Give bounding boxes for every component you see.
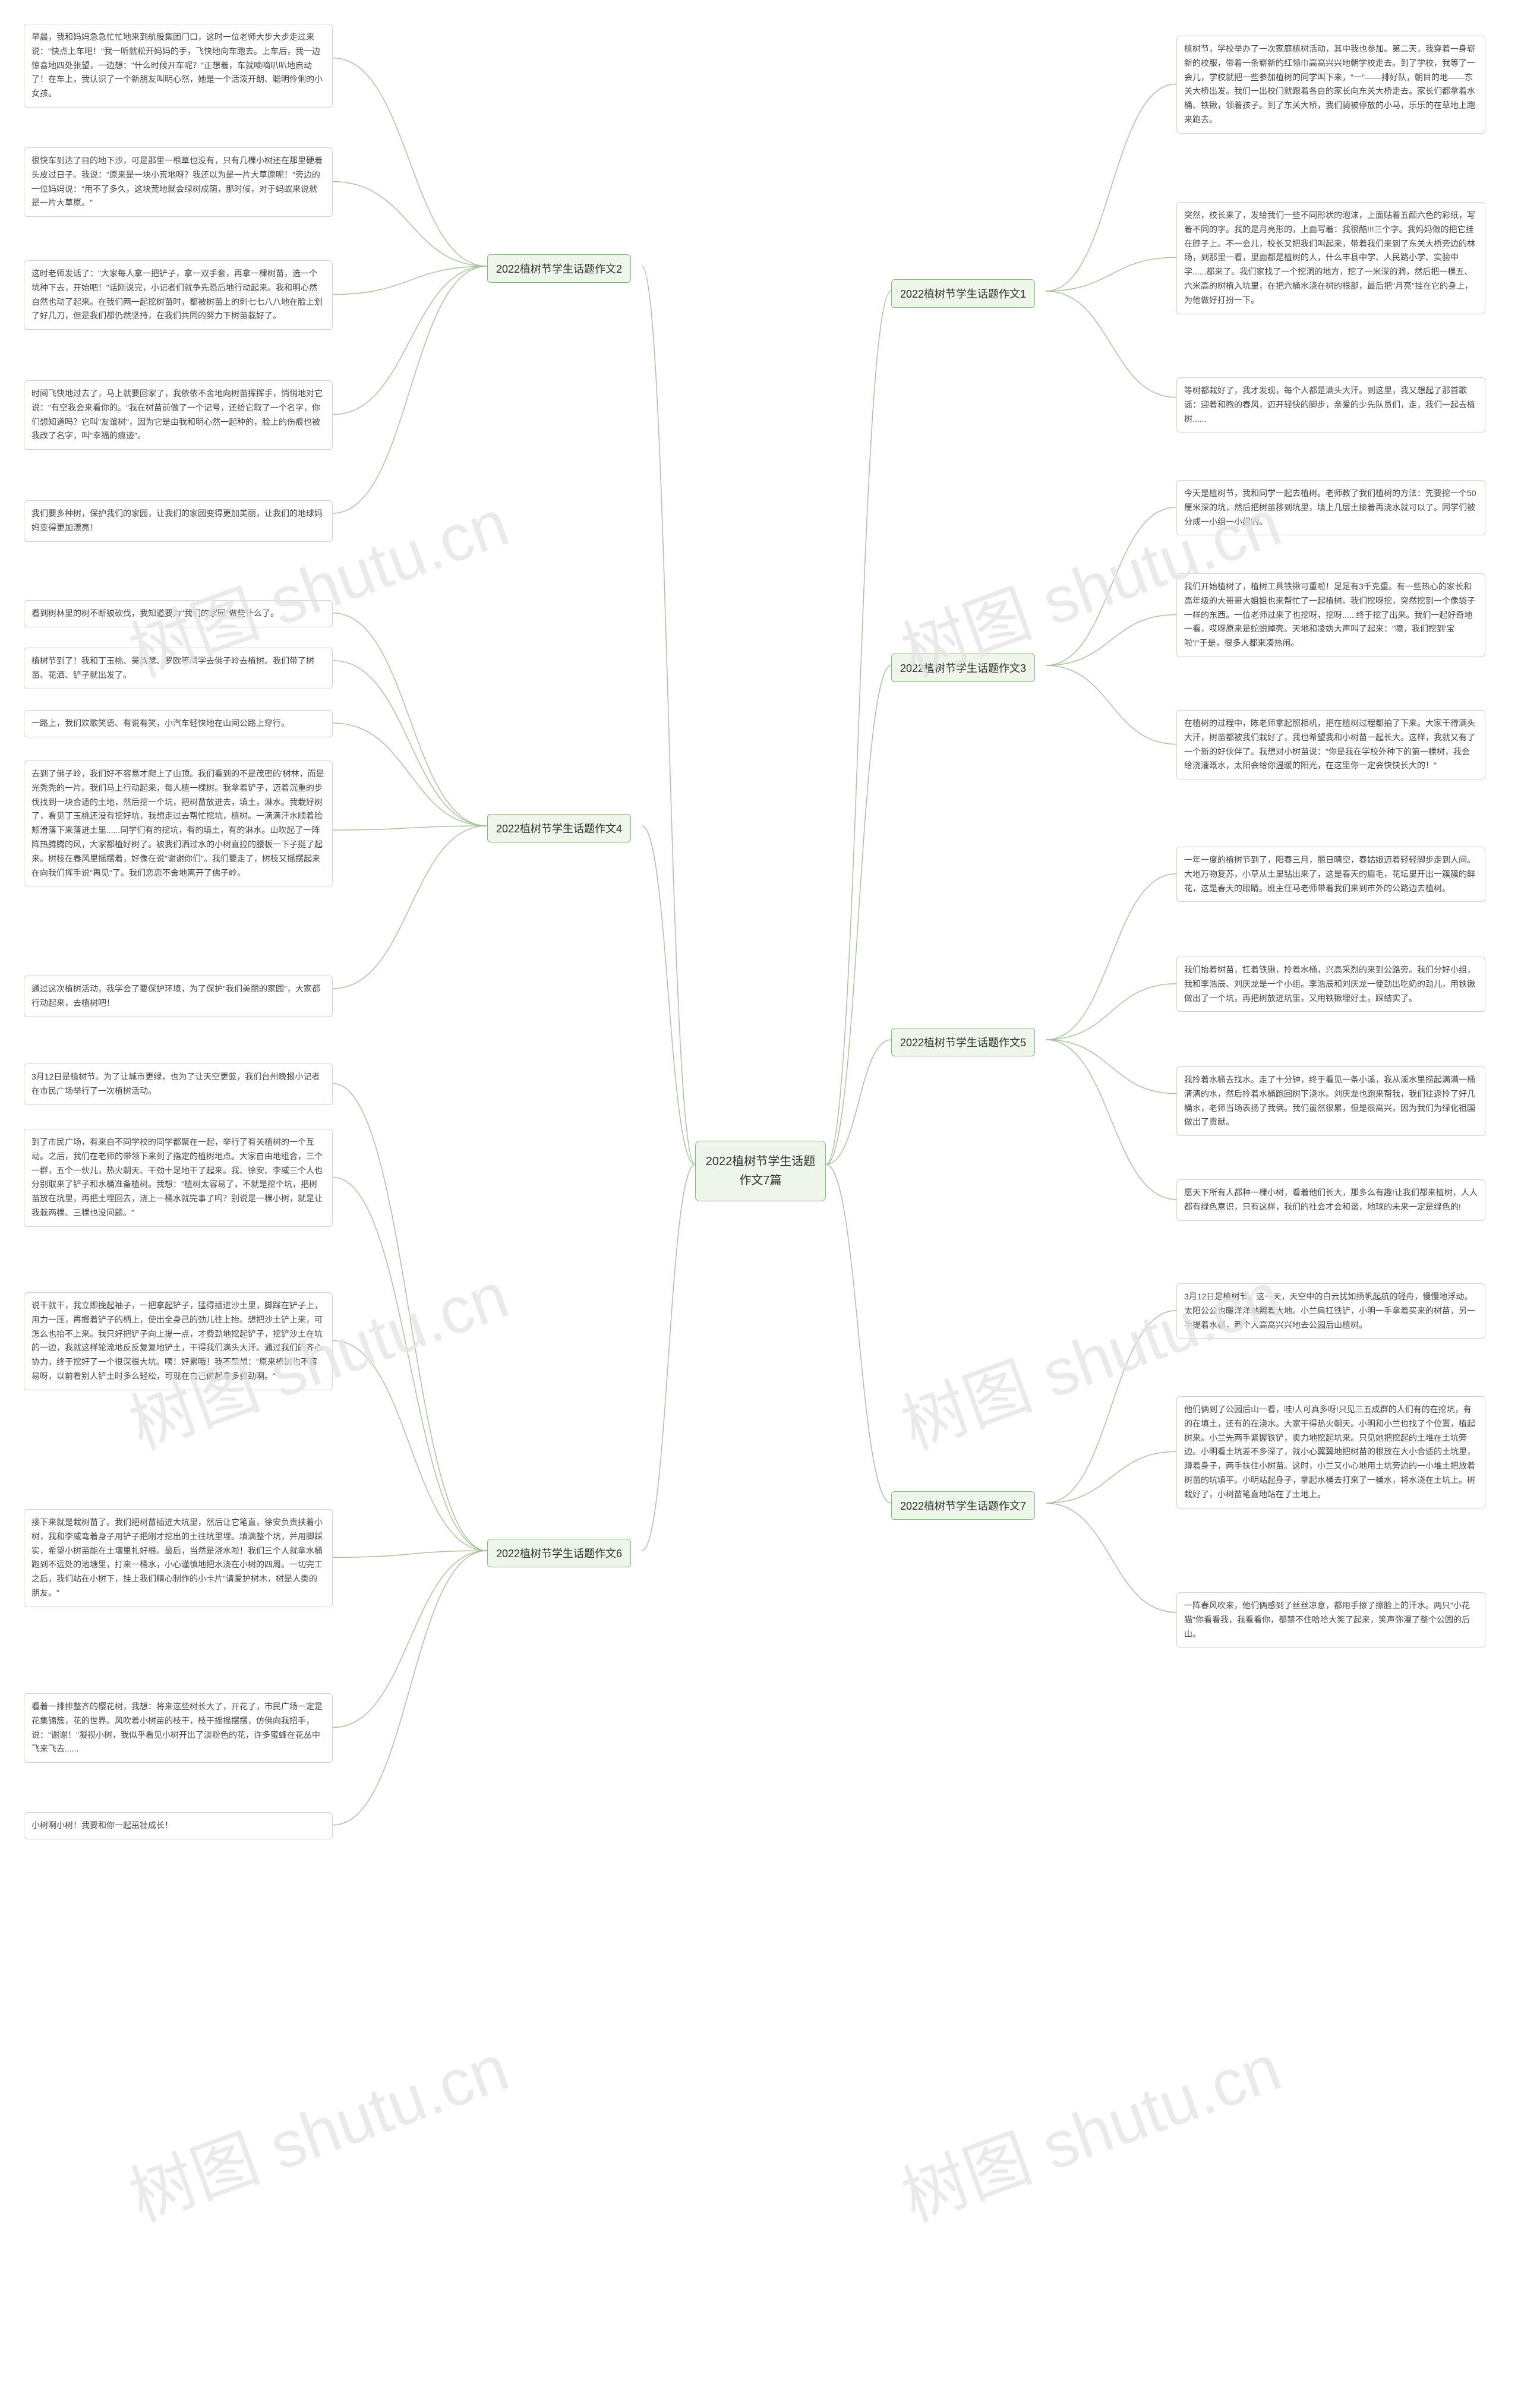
leaf-node: 时间飞快地过去了，马上就要回家了，我依依不舍地向树苗挥挥手，悄悄地对它说："有空… (24, 380, 333, 450)
leaf-node: 3月12日是植树节。为了让城市更绿，也为了让天空更蓝，我们台州晚报小记者在市民广… (24, 1063, 333, 1105)
leaf-node: 3月12日是植树节。这一天，天空中的白云犹如扬帆起航的轻舟，慢慢地浮动。太阳公公… (1176, 1283, 1485, 1339)
leaf-node: 植树节到了！我和丁玉桃、吴韵瑟、罗欧等同学去佛子岭去植树。我们带了树苗、花洒、铲… (24, 648, 333, 689)
root-text: 2022植树节学生话题作文7篇 (706, 1155, 816, 1187)
leaf-node: 我们要多种树，保护我们的家园，让我们的家园变得更加美丽，让我们的地球妈妈变得更加… (24, 500, 333, 542)
leaf-node: 去到了佛子岭，我们好不容易才爬上了山顶。我们看到的不是茂密的'树林，而是光秃秃的… (24, 760, 333, 886)
leaf-node: 我们开始植树了，植树工具铁锹可重啦！足足有3千克重。有一些热心的家长和高年级的大… (1176, 573, 1485, 657)
watermark: 树图 shutu.cn (115, 2015, 519, 2239)
leaf-node: 通过这次植树活动，我学会了要保护环境，为了保护"我们美丽的家园"，大家都行动起来… (24, 976, 333, 1017)
leaf-node: 等树都栽好了，我才发现，每个人都是满头大汗。到这里，我又想起了那首歌谣：迎着和煦… (1176, 377, 1485, 433)
branch-node: 2022植树节学生话题作文6 (487, 1539, 631, 1567)
leaf-node: 他们俩到了公园后山一看，哇!人可真多呀!只见三五成群的人们有的在挖坑，有的在填土… (1176, 1396, 1485, 1508)
leaf-node: 很快车到达了目的地下沙，可是那里一根草也没有，只有几棵小树还在那里硬着头皮过日子… (24, 147, 333, 217)
leaf-node: 我拎着水桶去找水。走了十分钟，终于看见一条小溪，我从溪水里捞起满满一桶清清的水，… (1176, 1066, 1485, 1136)
leaf-node: 一年一度的植树节到了，阳春三月，丽日晴空，春姑娘迈着轻轻脚步走到人间。大地万物复… (1176, 847, 1485, 902)
watermark: 树图 shutu.cn (887, 2015, 1292, 2239)
leaf-node: 看着一排排整齐的樱花树，我想：将来这些树长大了，开花了，市民广场一定是花集锦簇，… (24, 1693, 333, 1763)
leaf-node: 说干就干，我立即挽起袖子，一把拿起铲子，猛得插进沙土里，脚踩在铲子上，用力一压，… (24, 1292, 333, 1390)
branch-node: 2022植树节学生话题作文1 (891, 279, 1035, 308)
leaf-node: 一阵春风吹来，他们俩感到了丝丝凉意，都用手擦了擦脸上的汗水。两只"小花猫"你看看… (1176, 1592, 1485, 1648)
branch-node: 2022植树节学生话题作文4 (487, 814, 631, 842)
leaf-node: 今天是植树节，我和同学一起去植树。老师教了我们植树的方法：先要挖一个50厘米深的… (1176, 480, 1485, 535)
leaf-node: 一路上，我们欢歌笑语、有说有笑，小汽车轻快地在山间公路上穿行。 (24, 710, 333, 737)
branch-node: 2022植树节学生话题作文5 (891, 1028, 1035, 1056)
leaf-node: 植树节，学校举办了一次家庭植树活动，其中我也参加。第二天，我穿着一身崭新的校服，… (1176, 36, 1485, 134)
branch-node: 2022植树节学生话题作文7 (891, 1491, 1035, 1520)
leaf-node: 这时老师发话了："大家每人拿一把铲子，拿一双手套，再拿一棵树苗，选一个坑种下去，… (24, 260, 333, 330)
leaf-node: 突然，校长来了，发给我们一些不同形状的泡沫，上面贴着五颜六色的彩纸，写着不同的字… (1176, 202, 1485, 314)
leaf-node: 看到树林里的树不断被砍伐，我知道要为"我们的家园"做些什么了。 (24, 600, 333, 627)
leaf-node: 我们抬着树苗，扛着铁锹，拎着水桶，兴高采烈的来到公路旁。我们分好小组，我和李浩辰… (1176, 957, 1485, 1012)
leaf-node: 小树啊小树！我要和你一起茁壮成长！ (24, 1812, 333, 1839)
branch-node: 2022植树节学生话题作文3 (891, 654, 1035, 682)
branch-node: 2022植树节学生话题作文2 (487, 254, 631, 283)
leaf-node: 接下来就是栽树苗了。我们把树苗插进大坑里，然后让它笔直，徐安负责扶着小树，我和李… (24, 1509, 333, 1607)
leaf-node: 在植树的过程中，陈老师拿起照相机，把在植树过程都拍了下来。大家干得满头大汗，树苗… (1176, 710, 1485, 779)
leaf-node: 到了市民广场，有来自不同学校的同学都聚在一起，举行了有关植树的一个互动。之后，我… (24, 1129, 333, 1227)
leaf-node: 愿天下所有人都种一棵小树，看着他们长大，那多么有趣!让我们都来植树，人人都有绿色… (1176, 1179, 1485, 1221)
root-node: 2022植树节学生话题作文7篇 (695, 1141, 826, 1201)
leaf-node: 早晨，我和妈妈急急忙忙地来到航股集团门口，这时一位老师大步大步走过来说："快点上… (24, 24, 333, 108)
